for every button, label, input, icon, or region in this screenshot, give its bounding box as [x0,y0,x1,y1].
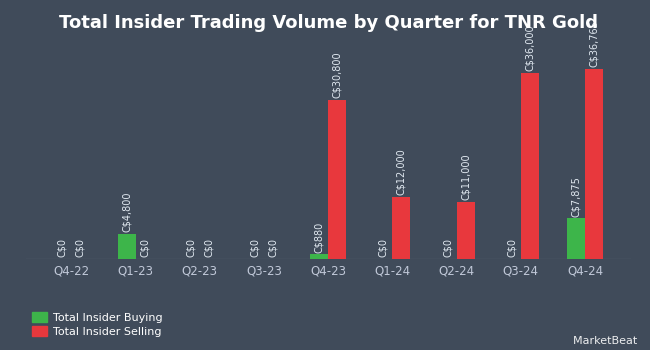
Text: C$12,000: C$12,000 [396,148,406,195]
Bar [521,73,539,259]
Bar [118,234,136,259]
Bar [310,254,328,259]
Text: C$880: C$880 [314,222,324,253]
Text: C$0: C$0 [75,238,85,257]
Text: C$0: C$0 [443,238,452,257]
Text: C$30,800: C$30,800 [332,51,343,98]
Text: C$36,765: C$36,765 [589,20,599,67]
Text: C$7,875: C$7,875 [571,176,581,217]
Text: C$36,000: C$36,000 [525,25,535,71]
Bar [457,202,474,259]
Bar [585,69,603,259]
Text: C$0: C$0 [378,238,389,257]
Text: C$0: C$0 [204,238,214,257]
Text: C$0: C$0 [186,238,196,257]
Text: C$0: C$0 [140,238,150,257]
Text: C$0: C$0 [507,238,517,257]
Bar [567,218,585,259]
Text: C$11,000: C$11,000 [461,154,471,200]
Legend: Total Insider Buying, Total Insider Selling: Total Insider Buying, Total Insider Sell… [32,312,162,337]
Bar [328,100,346,259]
Bar [393,197,410,259]
Title: Total Insider Trading Volume by Quarter for TNR Gold: Total Insider Trading Volume by Quarter … [58,14,598,32]
Text: C$0: C$0 [57,238,68,257]
Text: C$0: C$0 [268,238,278,257]
Text: C$0: C$0 [250,238,260,257]
Text: ⁠⁠MarketBeat: ⁠⁠MarketBeat [573,336,637,346]
Text: C$4,800: C$4,800 [122,192,132,232]
